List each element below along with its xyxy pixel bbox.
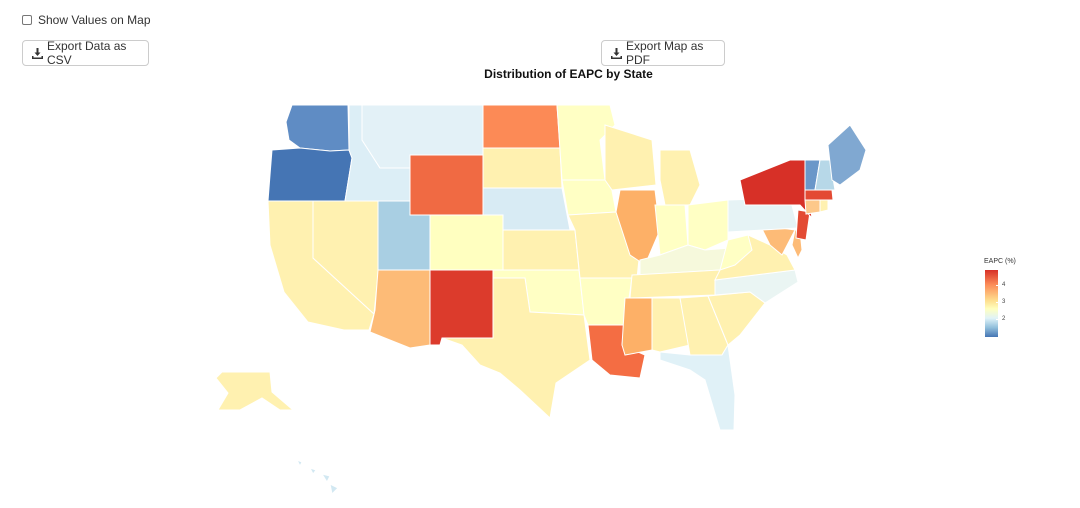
state-nh[interactable] (814, 159, 836, 191)
state-ct[interactable] (804, 199, 821, 215)
legend-tickmark (996, 285, 999, 286)
download-icon (611, 47, 622, 59)
state-az[interactable] (369, 269, 431, 349)
export-csv-label: Export Data as CSV (47, 39, 127, 67)
legend-tickmark (996, 302, 999, 303)
state-tx[interactable] (441, 277, 591, 419)
state-nm[interactable] (429, 269, 494, 346)
state-mi[interactable] (659, 149, 701, 206)
map-title: Distribution of EAPC by State (484, 67, 653, 81)
state-ak[interactable] (215, 371, 295, 411)
state-ma[interactable] (804, 189, 834, 201)
legend-tickmark (996, 319, 999, 320)
state-wa[interactable] (285, 104, 350, 152)
state-me[interactable] (827, 124, 867, 186)
state-al[interactable] (651, 297, 691, 353)
show-values-checkbox[interactable] (22, 15, 32, 25)
legend-colorbar (985, 270, 998, 337)
export-csv-button[interactable]: Export Data as CSV (22, 39, 149, 67)
show-values-label: Show Values on Map (38, 13, 151, 27)
state-or[interactable] (267, 147, 353, 202)
state-ia[interactable] (561, 179, 617, 216)
legend-title: EAPC (%) (984, 258, 1016, 265)
show-values-toggle[interactable]: Show Values on Map (22, 13, 151, 27)
state-wv[interactable] (719, 234, 753, 271)
legend-tick-label: 2 (1002, 316, 1006, 322)
state-ks[interactable] (502, 229, 580, 271)
legend-tick-label: 4 (1002, 282, 1006, 288)
state-nj[interactable] (795, 209, 811, 241)
state-fl[interactable] (659, 343, 736, 431)
download-icon (32, 47, 43, 59)
state-ms[interactable] (621, 297, 653, 356)
legend-tick-label: 3 (1002, 299, 1006, 305)
state-wi[interactable] (604, 124, 657, 191)
state-ri[interactable] (819, 199, 829, 213)
state-oh[interactable] (687, 199, 729, 251)
state-tn[interactable] (629, 269, 721, 299)
export-pdf-button[interactable]: Export Map as PDF (601, 39, 725, 67)
state-wy[interactable] (409, 154, 484, 216)
export-pdf-label: Export Map as PDF (626, 39, 704, 67)
state-nd[interactable] (482, 104, 561, 149)
state-sd[interactable] (482, 147, 563, 189)
state-co[interactable] (429, 214, 504, 271)
state-hi[interactable] (295, 459, 339, 496)
